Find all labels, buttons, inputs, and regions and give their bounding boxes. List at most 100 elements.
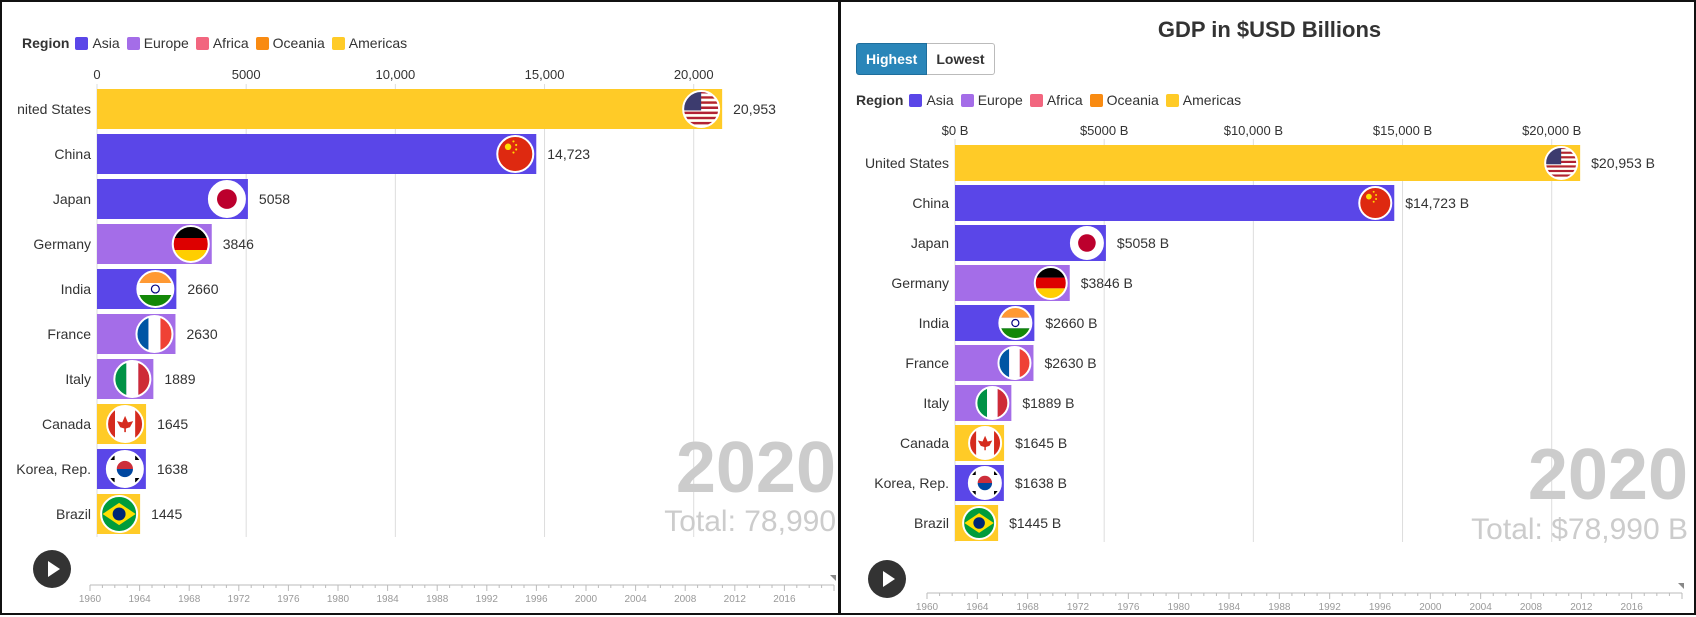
legend-label: Asia bbox=[926, 92, 954, 108]
value-label: $2660 B bbox=[1045, 315, 1097, 331]
legend-item-africa[interactable]: Africa bbox=[1029, 92, 1083, 108]
flag-border bbox=[975, 386, 1010, 420]
timeline-tick-label: 1960 bbox=[916, 602, 939, 613]
cn-small-star bbox=[1375, 198, 1378, 200]
legend-item-asia[interactable]: Asia bbox=[909, 92, 954, 108]
chart-title: GDP in $USD Billions bbox=[1157, 17, 1382, 42]
cn-small-star bbox=[515, 143, 518, 147]
flag-border bbox=[968, 426, 1003, 460]
left-chart-panel: Region Asia Europe Africa Oceania Americ… bbox=[0, 0, 840, 615]
fr-stripe bbox=[148, 316, 161, 352]
legend-item-europe[interactable]: Europe bbox=[960, 92, 1023, 108]
timeline-tick-label: 1988 bbox=[426, 594, 449, 605]
value-label: 1645 bbox=[157, 416, 188, 432]
legend-item-americas[interactable]: Americas bbox=[1165, 92, 1241, 108]
legend-label: Europe bbox=[977, 92, 1023, 108]
timeline-tick-label: 1976 bbox=[277, 594, 300, 605]
flag-border bbox=[1544, 146, 1579, 180]
timeline-tick-label: 2008 bbox=[674, 594, 697, 605]
br-globe bbox=[112, 507, 126, 521]
value-label: $14,723 B bbox=[1405, 195, 1469, 211]
total-label: Total: 78,990 bbox=[664, 505, 836, 538]
category-label: China bbox=[54, 146, 91, 162]
category-label: Canada bbox=[900, 435, 949, 451]
us-stripe bbox=[1545, 176, 1578, 179]
value-label: $1445 B bbox=[1009, 515, 1061, 531]
value-label: 1889 bbox=[164, 371, 195, 387]
timeline-tick-label: 1960 bbox=[79, 594, 102, 605]
timeline-handle[interactable] bbox=[830, 575, 836, 581]
in-flag-icon bbox=[136, 270, 175, 308]
x-tick-label: 10,000 bbox=[375, 67, 415, 82]
timeline-handle[interactable] bbox=[1678, 583, 1684, 589]
timeline-tick-label: 1972 bbox=[228, 594, 251, 605]
flag-body bbox=[976, 387, 1009, 419]
cn-field bbox=[497, 136, 534, 172]
it-stripe bbox=[126, 361, 139, 397]
value-label: $1889 B bbox=[1022, 395, 1074, 411]
legend-swatch bbox=[1029, 93, 1043, 107]
cn-small-star bbox=[515, 148, 518, 151]
category-label: Brazil bbox=[56, 506, 91, 522]
flag-border bbox=[136, 270, 175, 308]
cn-small-star bbox=[1372, 190, 1375, 193]
bar-china[interactable] bbox=[97, 134, 537, 174]
x-tick-label: $0 B bbox=[942, 123, 969, 138]
timeline-tick-label: 1996 bbox=[1369, 602, 1392, 613]
timeline-tick-label: 1968 bbox=[1017, 602, 1040, 613]
legend-title: Region bbox=[856, 92, 904, 108]
legend-item-africa[interactable]: Africa bbox=[195, 35, 249, 51]
it-stripe bbox=[987, 387, 998, 419]
legend-label: Asia bbox=[92, 35, 120, 51]
region-legend: Region Asia Europe Africa Oceania Americ… bbox=[22, 35, 414, 51]
value-label: $1645 B bbox=[1015, 435, 1067, 451]
cn-small-star bbox=[1375, 194, 1378, 196]
bar-china[interactable] bbox=[955, 185, 1395, 221]
year-label: 2020 bbox=[676, 428, 836, 508]
timeline-tick-label: 2004 bbox=[1470, 602, 1493, 613]
legend-item-europe[interactable]: Europe bbox=[126, 35, 189, 51]
legend-item-americas[interactable]: Americas bbox=[331, 35, 407, 51]
right-chart-panel: GDP in $USD Billions Highest Lowest Regi… bbox=[839, 0, 1696, 615]
timeline-tick-label: 2004 bbox=[624, 594, 647, 605]
timeline-tick-label: 2012 bbox=[1570, 602, 1593, 613]
bar-united-states[interactable] bbox=[955, 145, 1581, 181]
legend-label: Oceania bbox=[272, 35, 325, 51]
cn-small-star bbox=[512, 140, 515, 143]
legend-item-oceania[interactable]: Oceania bbox=[1089, 92, 1159, 108]
legend-swatch bbox=[960, 93, 974, 107]
bar-united-states[interactable] bbox=[97, 89, 723, 129]
flag-border bbox=[1358, 186, 1393, 220]
flag-body bbox=[1545, 147, 1578, 179]
category-label: India bbox=[61, 281, 92, 297]
value-label: 14,723 bbox=[547, 146, 590, 162]
right-bar-chart: $0 B $5000 B $10,000 B $15,000 B $20,000 B Un… bbox=[865, 123, 1688, 613]
in-chakra bbox=[150, 284, 160, 294]
kr-flag-icon bbox=[105, 450, 144, 488]
timeline-tick-label: 2000 bbox=[1419, 602, 1442, 613]
timeline-tick-label: 1992 bbox=[476, 594, 499, 605]
timeline-tick-label: 2008 bbox=[1520, 602, 1543, 613]
year-label: 2020 bbox=[1528, 435, 1688, 515]
category-label: France bbox=[905, 355, 949, 371]
legend-swatch bbox=[75, 36, 89, 50]
legend-item-oceania[interactable]: Oceania bbox=[255, 35, 325, 51]
de-stripe bbox=[1034, 277, 1067, 289]
value-label: $5058 B bbox=[1117, 235, 1169, 251]
legend-item-asia[interactable]: Asia bbox=[75, 35, 120, 51]
value-label: 3846 bbox=[223, 236, 254, 252]
in-stripe bbox=[999, 307, 1032, 318]
us-stripe bbox=[683, 124, 720, 127]
us-stripe bbox=[683, 114, 720, 117]
highest-button[interactable]: Highest bbox=[856, 43, 928, 75]
flag-border bbox=[962, 506, 997, 540]
br-flag-icon bbox=[962, 506, 997, 540]
timeline-tick-label: 2016 bbox=[1621, 602, 1644, 613]
timeline-tick-label: 2016 bbox=[773, 594, 796, 605]
ca-flag-icon bbox=[968, 426, 1003, 460]
x-tick-label: 15,000 bbox=[525, 67, 565, 82]
play-button[interactable] bbox=[868, 560, 906, 598]
cn-small-star bbox=[1372, 200, 1375, 203]
play-button[interactable] bbox=[33, 550, 71, 588]
lowest-button[interactable]: Lowest bbox=[927, 43, 995, 75]
